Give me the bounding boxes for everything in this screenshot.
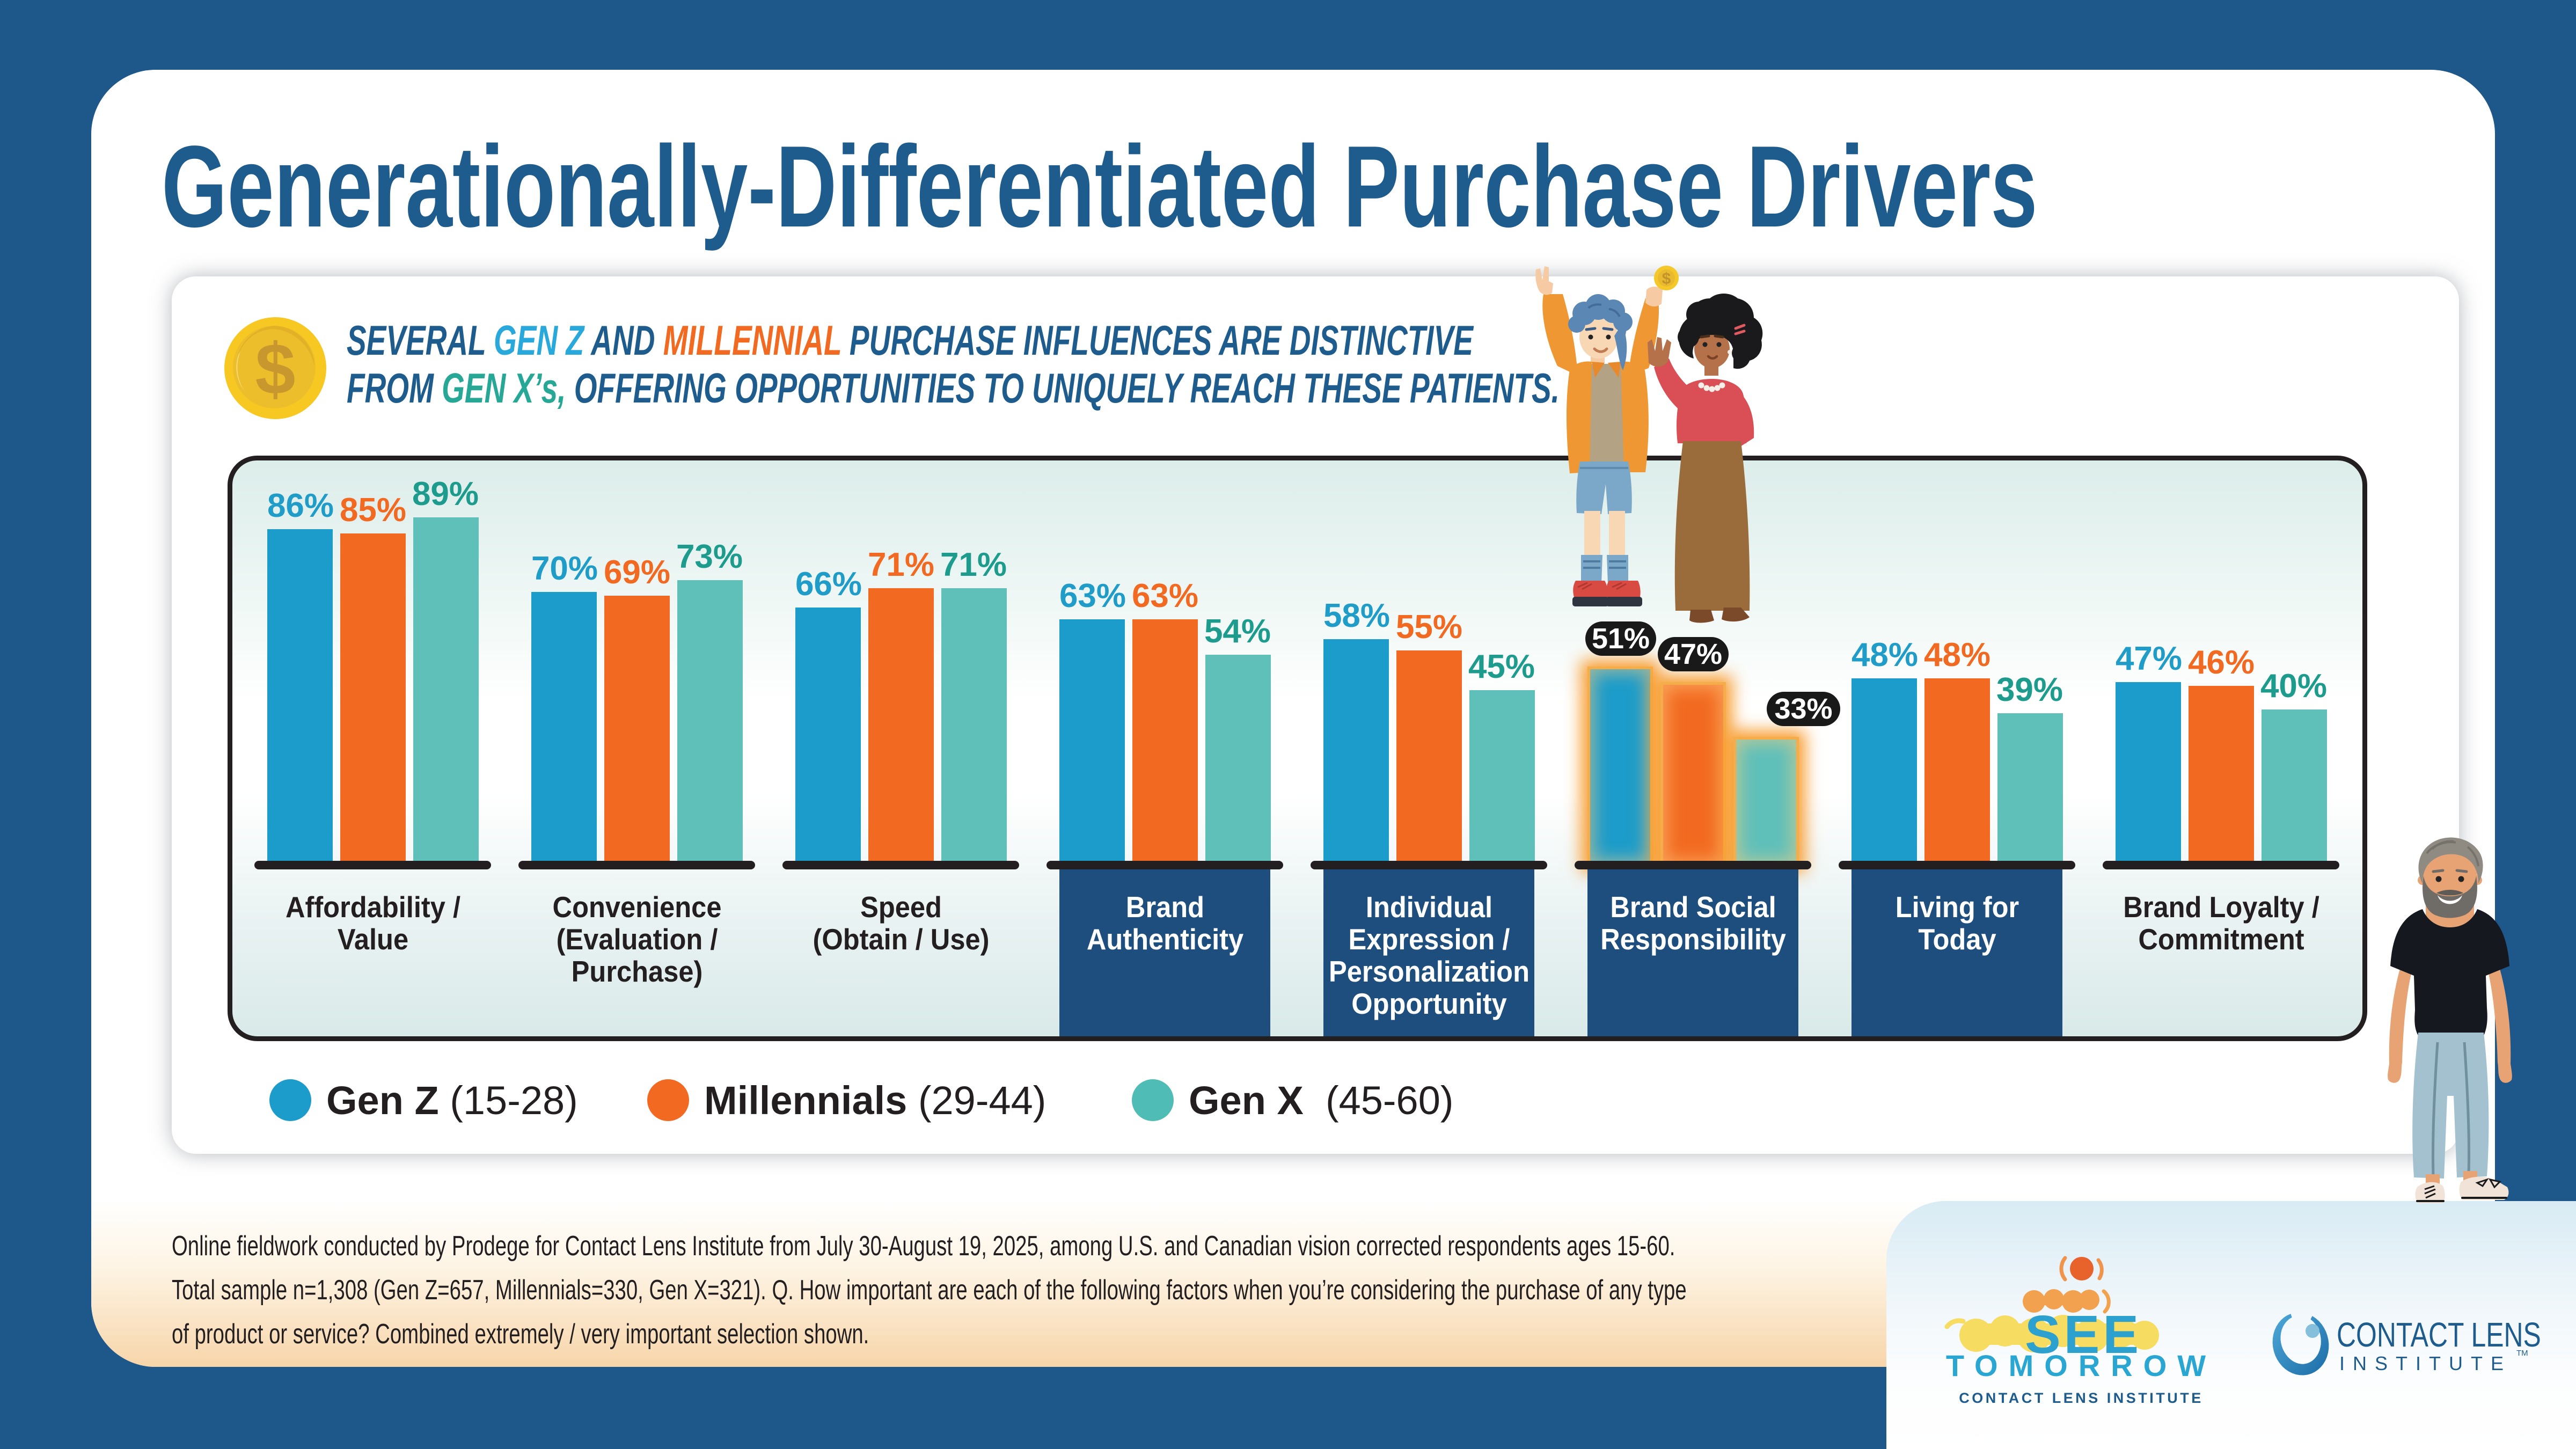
- svg-text:SEE: SEE: [2025, 1305, 2142, 1365]
- svg-text:CONTACT LENS: CONTACT LENS: [2337, 1316, 2541, 1354]
- svg-text:CONTACT LENS INSTITUTE: CONTACT LENS INSTITUTE: [1959, 1390, 2203, 1406]
- svg-text:TM: TM: [2516, 1349, 2528, 1358]
- svg-text:$: $: [1662, 270, 1671, 288]
- svg-text:TOMORROW: TOMORROW: [1946, 1349, 2216, 1382]
- svg-text:INSTITUTE: INSTITUTE: [2339, 1352, 2512, 1374]
- svg-text:$: $: [255, 328, 295, 409]
